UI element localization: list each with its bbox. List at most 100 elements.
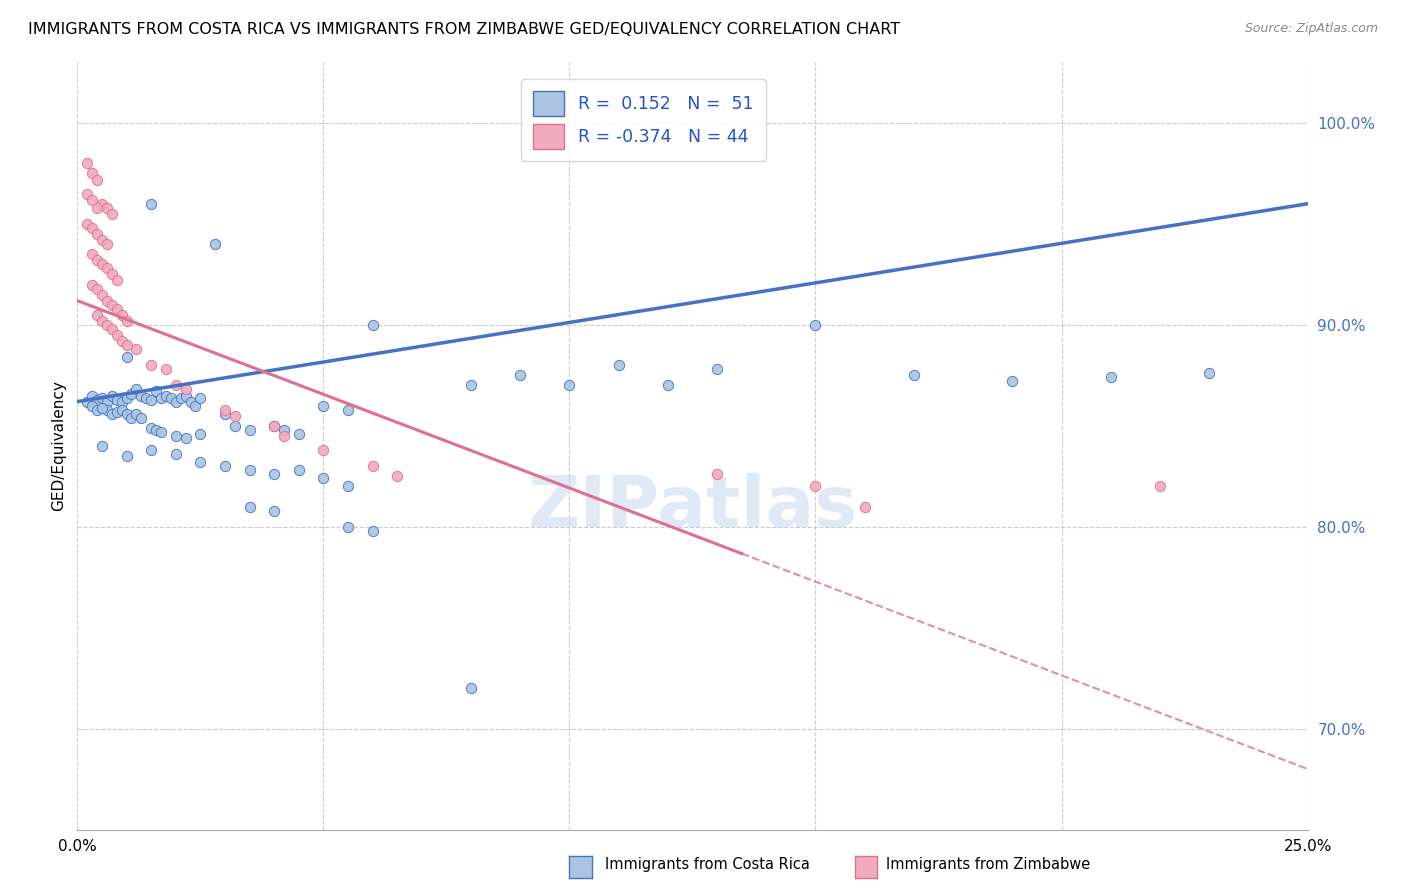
Point [141,196,163,211]
Point [657,378,679,392]
Point [101,407,124,421]
Point [337,520,360,534]
Text: ZIPatlas: ZIPatlas [527,473,858,541]
Point [150,391,173,405]
Point [273,423,295,437]
Point [121,410,143,425]
Point [105,273,128,287]
Point [337,479,360,493]
Point [224,409,246,423]
Point [263,467,285,482]
Point [82,277,104,292]
Point [214,407,236,421]
Point [361,459,384,474]
Point [90,196,114,211]
Point [125,407,148,421]
Point [86,281,108,295]
Text: Immigrants from Zimbabwe: Immigrants from Zimbabwe [886,857,1090,872]
Text: Immigrants from Costa Rica: Immigrants from Costa Rica [605,857,810,872]
Point [105,392,128,407]
Point [214,402,236,417]
Point [115,407,138,421]
Point [82,399,104,413]
Point [145,423,167,437]
Point [105,301,128,316]
Point [82,166,104,180]
Point [1099,370,1122,384]
Point [101,268,124,282]
Point [90,257,114,271]
Point [115,350,138,364]
Point [135,391,157,405]
Point [96,402,118,417]
Point [101,322,124,336]
Point [804,479,827,493]
Point [90,314,114,328]
Point [115,314,138,328]
Point [141,358,163,372]
Point [804,318,827,332]
Point [361,524,384,538]
Point [337,402,360,417]
Point [214,459,236,474]
Point [82,193,104,207]
Point [361,318,384,332]
Point [155,362,177,376]
Point [1198,367,1220,381]
Point [155,388,177,402]
Point [239,500,262,514]
Point [706,362,728,376]
Point [288,426,311,441]
Point [145,384,167,399]
Point [706,467,728,482]
Point [170,391,193,405]
Point [853,500,876,514]
Point [312,471,335,485]
Point [141,392,163,407]
Point [111,308,132,322]
Point [188,455,212,469]
Point [129,388,153,402]
Point [111,394,132,409]
Point [101,388,124,402]
Point [1149,479,1171,493]
Point [160,391,183,405]
Point [312,443,335,458]
Point [90,391,114,405]
Point [101,207,124,221]
Point [86,201,108,215]
Point [86,253,108,268]
Point [141,421,163,435]
Point [96,318,118,332]
Point [86,227,108,241]
Point [96,201,118,215]
Point [76,156,98,170]
Point [115,338,138,352]
Point [180,394,202,409]
Point [165,447,187,461]
Point [273,429,295,443]
Point [111,402,132,417]
Point [76,217,98,231]
Point [188,426,212,441]
Point [76,394,98,409]
Legend: R =  0.152   N =  51, R = -0.374   N = 44: R = 0.152 N = 51, R = -0.374 N = 44 [520,78,766,161]
Point [263,503,285,517]
Point [96,293,118,308]
Point [90,401,114,415]
Point [125,383,148,397]
Point [460,378,482,392]
Point [165,378,187,392]
Point [174,388,197,402]
Point [121,386,143,401]
Point [105,405,128,419]
Point [263,418,285,433]
Point [90,287,114,301]
Point [312,399,335,413]
Point [101,298,124,312]
Point [1001,375,1024,389]
Point [96,394,118,409]
Point [76,186,98,201]
Point [239,463,262,477]
Point [86,308,108,322]
